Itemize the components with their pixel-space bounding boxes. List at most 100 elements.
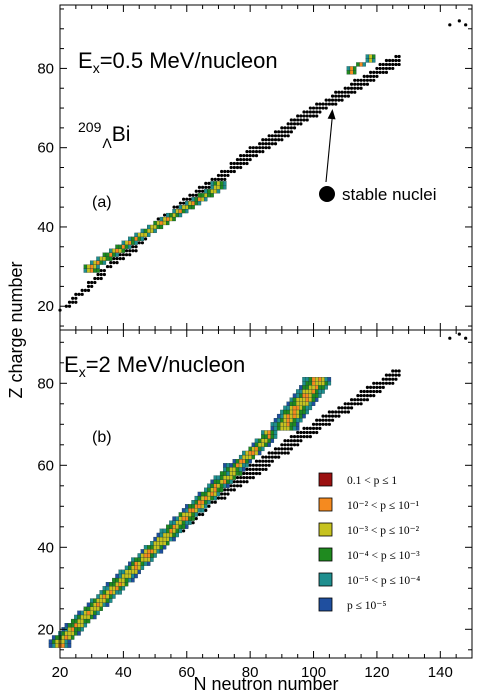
stable-nucleus-point: [359, 389, 363, 394]
fragment-cell: [61, 639, 65, 644]
stable-nucleus-point: [368, 70, 373, 74]
stable-nucleus-point: [201, 185, 205, 189]
stable-nucleus-point: [321, 102, 325, 106]
fragment-cell: [261, 442, 265, 447]
stable-nucleus-point: [90, 284, 94, 289]
stable-nucleus-point: [365, 82, 370, 86]
stable-nucleus-point: [299, 435, 303, 439]
fragment-cell: [124, 569, 129, 575]
fragment-cell: [118, 577, 122, 583]
fragment-cell: [245, 463, 249, 468]
fragment-cell: [147, 545, 151, 550]
fragment-cell: [118, 569, 122, 575]
fragment-cell: [188, 508, 192, 513]
stable-nucleus-point: [388, 66, 392, 71]
stable-nucleus-point: [204, 181, 208, 185]
stable-nucleus-point: [283, 451, 287, 455]
fragment-cell: [121, 569, 126, 575]
fragment-cell: [286, 422, 290, 427]
fragment-cell: [48, 639, 53, 644]
fragment-cell: [213, 185, 218, 190]
fragment-cell: [166, 532, 170, 538]
stable-nucleus-point: [365, 389, 370, 394]
stable-nucleus-point: [270, 142, 274, 146]
panel-b-points: [58, 332, 468, 636]
stable-nucleus-point: [302, 118, 306, 122]
fragment-cell: [302, 409, 306, 415]
fragment-cell: [191, 512, 195, 517]
fragment-cell: [77, 610, 81, 616]
fragment-cell: [89, 598, 94, 603]
stable-nucleus-point: [134, 245, 138, 249]
fragment-cell: [121, 573, 126, 579]
legend-swatch: [318, 472, 333, 487]
fragment-cell: [169, 532, 173, 538]
stable-nucleus-point: [283, 130, 287, 134]
fragment-cell: [169, 528, 173, 534]
stable-nucleus-point: [315, 418, 319, 422]
fragment-cell: [102, 602, 107, 607]
stable-nucleus-point: [305, 118, 309, 122]
stable-nucleus-point: [245, 154, 249, 158]
stable-nucleus-point: [286, 443, 290, 447]
fragment-cell: [128, 565, 132, 570]
stable-nucleus-point: [391, 373, 395, 377]
fragment-cell: [64, 623, 69, 628]
stable-nucleus-point: [194, 193, 198, 197]
fragment-cell: [89, 610, 94, 616]
stable-nucleus-point: [321, 418, 325, 422]
stable-nucleus-point: [353, 86, 357, 90]
fragment-cell: [112, 248, 116, 253]
fragment-cell: [143, 561, 148, 566]
fragment-cell: [216, 181, 221, 186]
fragment-cell: [134, 240, 138, 245]
fragment-cell: [96, 594, 100, 599]
stable-nucleus-point: [292, 126, 297, 130]
fragment-cell: [210, 189, 214, 194]
stable-nucleus-point: [242, 476, 246, 480]
fragment-cell: [159, 545, 164, 550]
fragment-cell: [172, 528, 176, 534]
stable-nucleus-point: [273, 142, 278, 146]
stable-nucleus-point: [140, 241, 144, 245]
fragment-cell: [270, 438, 275, 443]
stable-nucleus-point: [365, 394, 370, 398]
stable-nucleus-point: [448, 336, 452, 340]
fragment-cell: [89, 268, 94, 273]
fragment-cell: [368, 54, 373, 59]
stable-nucleus-point: [258, 146, 262, 150]
stable-nucleus-point: [365, 385, 370, 389]
fragment-cell: [197, 201, 202, 206]
stable-nucleus-point: [185, 197, 189, 201]
fragment-cell: [86, 264, 91, 269]
stable-nucleus-point: [283, 126, 287, 130]
fragment-cell: [210, 491, 214, 497]
fragment-cell: [295, 389, 300, 394]
fragment-cell: [207, 500, 211, 505]
stable-nucleus-point: [118, 253, 122, 257]
fragment-cell: [181, 524, 186, 529]
fragment-cell: [153, 545, 157, 550]
stable-nucleus-point: [343, 402, 347, 406]
stable-nucleus-point: [308, 426, 312, 430]
stable-nucleus-point: [368, 394, 373, 398]
stable-nucleus-point: [273, 447, 278, 451]
fragment-cell: [147, 232, 151, 237]
stable-nucleus-point: [280, 447, 284, 451]
fragment-cell: [191, 508, 195, 513]
stable-nucleus-point: [296, 122, 300, 126]
fragment-cell: [314, 385, 319, 390]
fragment-cell: [204, 500, 208, 505]
fragment-cell: [166, 536, 170, 542]
fragment-cell: [70, 618, 75, 624]
stable-nucleus-point: [346, 94, 350, 98]
stable-nucleus-point: [83, 288, 87, 292]
fragment-cell: [210, 483, 214, 488]
fragment-cell: [118, 573, 122, 579]
fragment-cell: [99, 590, 103, 595]
fragment-cell: [102, 256, 107, 261]
stable-nucleus-point: [318, 418, 322, 422]
fragment-cell: [188, 520, 192, 525]
fragment-cell: [178, 524, 183, 529]
fragment-cell: [115, 573, 119, 579]
